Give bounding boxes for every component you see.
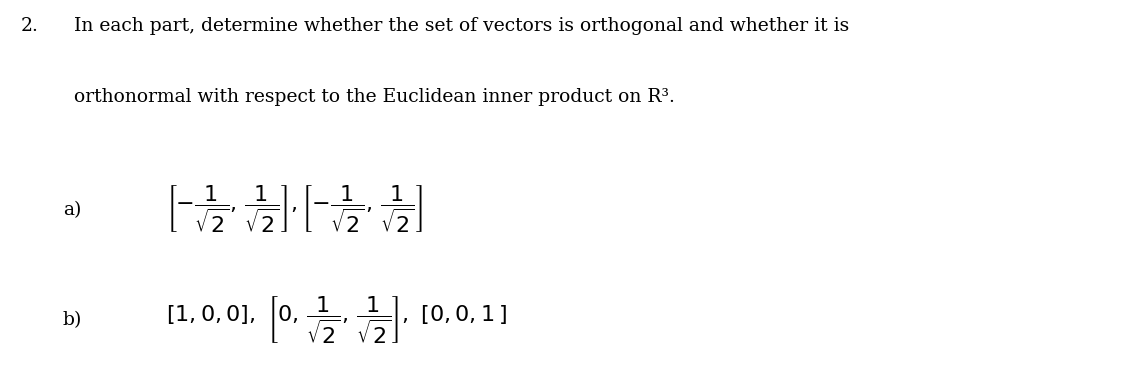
Text: a): a) — [63, 201, 81, 219]
Text: 2.: 2. — [21, 17, 39, 35]
Text: b): b) — [63, 311, 82, 329]
Text: $\left[-\dfrac{1}{\sqrt{2}},\, \dfrac{1}{\sqrt{2}}\right], \left[-\dfrac{1}{\sqr: $\left[-\dfrac{1}{\sqrt{2}},\, \dfrac{1}… — [166, 184, 423, 236]
Text: $[1,0,0],\ \left[0,\, \dfrac{1}{\sqrt{2}},\, \dfrac{1}{\sqrt{2}}\right],\ [0,0,1: $[1,0,0],\ \left[0,\, \dfrac{1}{\sqrt{2}… — [166, 294, 506, 346]
Text: orthonormal with respect to the Euclidean inner product on R³.: orthonormal with respect to the Euclidea… — [74, 88, 675, 106]
Text: In each part, determine whether the set of vectors is orthogonal and whether it : In each part, determine whether the set … — [74, 17, 850, 35]
